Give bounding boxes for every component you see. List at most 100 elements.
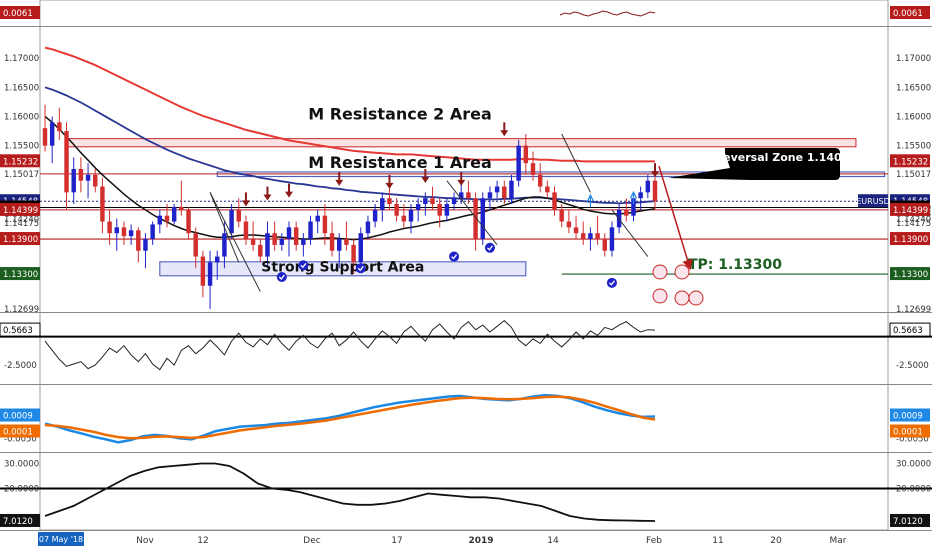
candle-body xyxy=(164,215,170,222)
price-tick-left: 1.15500 xyxy=(4,142,39,152)
macd-badge-orange-right-bg xyxy=(890,424,930,438)
macd-tick-left: -0.0050 xyxy=(4,435,37,445)
candle-body xyxy=(516,145,521,181)
candle xyxy=(171,204,177,225)
candle-body xyxy=(329,233,335,251)
candle-body xyxy=(236,209,241,222)
price-badge-right-bg xyxy=(890,232,930,246)
candle-body xyxy=(107,221,112,234)
candle-body xyxy=(179,206,184,210)
candle-body xyxy=(451,198,457,205)
candle-body xyxy=(315,215,320,222)
candle xyxy=(595,215,600,245)
candle-body xyxy=(423,198,428,205)
macd-badge-blue-right-bg xyxy=(890,408,930,422)
candle-body xyxy=(286,227,292,240)
reversal-callout-text: Reversal Zone 1.1400 xyxy=(715,151,850,164)
osc-tick-right: -2.5000 xyxy=(896,361,929,371)
macd-badge-orange-left: 0.0001 xyxy=(3,428,33,438)
price-tick-right: 1.15500 xyxy=(896,142,931,152)
price-badge-right: 1.14399 xyxy=(893,206,928,216)
candle xyxy=(523,133,529,175)
candle xyxy=(537,163,543,193)
price-badge-left: 1.13300 xyxy=(3,270,38,280)
candle-body xyxy=(631,198,636,216)
candle xyxy=(430,186,435,210)
candle-body xyxy=(444,204,450,216)
candle xyxy=(258,239,263,263)
candle-body xyxy=(394,204,399,216)
candle xyxy=(186,206,191,240)
candle xyxy=(308,215,313,245)
candle-body xyxy=(215,256,220,263)
candle xyxy=(136,227,141,263)
candle xyxy=(351,239,356,275)
up-arrow-icon xyxy=(629,190,638,205)
adx-badge-left-bg xyxy=(0,513,40,527)
price-badge-left-bg xyxy=(0,154,40,168)
candle xyxy=(451,192,457,210)
swing-line-1 xyxy=(209,192,240,263)
x-label: 14 xyxy=(547,536,559,546)
candle-body xyxy=(523,145,529,164)
buy-check-mark xyxy=(451,254,458,260)
candle-body xyxy=(494,186,500,193)
top-badge-right: 0.0061 xyxy=(893,9,923,19)
tp-label: TP: 1.13300 xyxy=(688,257,782,273)
top-badge-left-bg xyxy=(0,6,40,19)
price-tick-right: 1.15017 xyxy=(896,170,931,180)
osc-tick-left: -2.5000 xyxy=(4,361,37,371)
candle xyxy=(315,209,320,234)
buy-check-mark xyxy=(357,265,364,272)
candle-body xyxy=(301,239,306,245)
sell-arrow-icon xyxy=(457,179,466,186)
candle xyxy=(293,221,299,251)
candle-body xyxy=(272,233,277,245)
candle-body xyxy=(337,239,342,251)
candle xyxy=(286,221,292,257)
buy-signal-icon xyxy=(298,260,309,271)
candle-body xyxy=(78,169,84,181)
candle xyxy=(581,221,586,245)
candle-body xyxy=(258,244,263,257)
candle xyxy=(236,198,241,228)
buy-check-mark xyxy=(278,274,285,280)
candle xyxy=(150,221,155,245)
candle xyxy=(85,163,91,199)
adx-tick-left: 30.0000 xyxy=(4,460,39,470)
candle xyxy=(588,227,593,251)
candle xyxy=(624,198,629,222)
x-label: Mar xyxy=(830,536,847,546)
buy-signal-icon xyxy=(606,277,617,288)
candle xyxy=(229,204,234,240)
candle-body xyxy=(136,230,141,251)
candle xyxy=(42,104,48,152)
swing-line-0 xyxy=(209,192,261,292)
candle xyxy=(157,209,163,234)
candle xyxy=(121,221,127,245)
candle-body xyxy=(351,244,356,263)
candle xyxy=(114,218,119,251)
projection-arrow xyxy=(658,165,693,271)
candle xyxy=(415,198,421,222)
symbol-tag-bg xyxy=(858,194,888,208)
candle-body xyxy=(466,192,471,199)
buy-check-mark xyxy=(300,262,307,269)
price-tick-right: 1.14175 xyxy=(896,219,931,229)
symbol-tag-text: EURUSD xyxy=(856,197,890,206)
candle-body xyxy=(100,186,105,222)
macd-badge-blue-right: 0.0009 xyxy=(893,412,923,422)
resistance-2-label: M Resistance 2 Area xyxy=(308,104,492,123)
candle xyxy=(100,177,105,234)
sell-arrow-icon xyxy=(421,177,430,183)
sell-arrow-icon xyxy=(285,191,293,198)
candle xyxy=(494,180,500,199)
candle-body xyxy=(344,239,349,245)
candle xyxy=(466,180,471,205)
candle xyxy=(222,221,227,269)
swing-line-2 xyxy=(446,180,498,246)
price-badge-left: 1.14399 xyxy=(3,206,38,216)
price-tick-right: 1.16500 xyxy=(896,83,931,93)
price-tick-right: 1.12699 xyxy=(896,305,931,315)
